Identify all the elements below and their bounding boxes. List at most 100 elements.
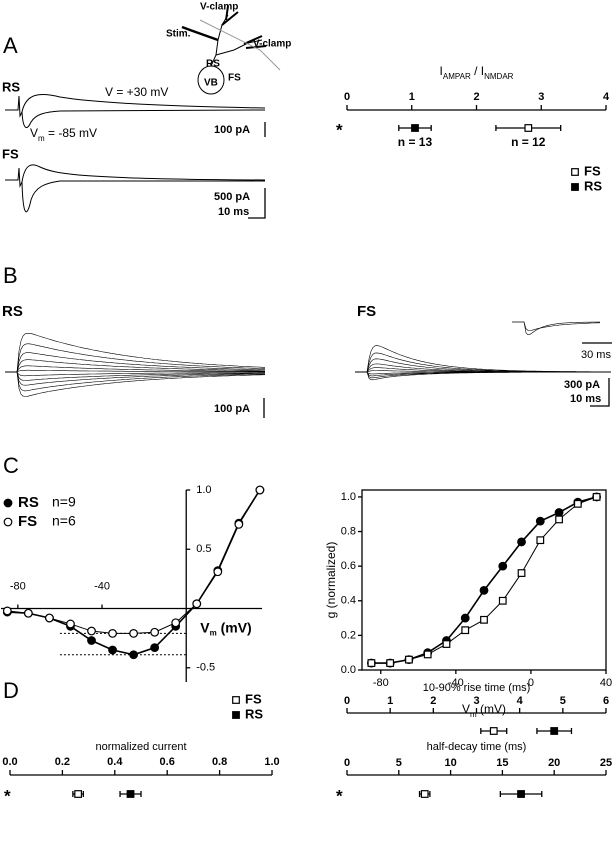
axis-title: half-decay time (ms) — [427, 741, 527, 753]
trace — [5, 365, 265, 373]
series-line — [7, 489, 261, 634]
scale-label: 10 ms — [570, 393, 601, 405]
marker — [536, 536, 545, 545]
marker — [3, 517, 13, 527]
y-axis-label: g (normalized) — [324, 542, 338, 619]
axis-title-part: I — [481, 64, 484, 78]
holding-label: Vm = -85 mV — [30, 126, 97, 142]
x-tick-label: 2 — [430, 695, 436, 707]
x-axis-label-part: m — [470, 710, 477, 719]
axis-title-part: AMPAR — [443, 72, 471, 81]
marker — [108, 645, 117, 655]
x-axis-label-part: V — [462, 702, 470, 716]
x-tick-label: -80 — [373, 677, 389, 689]
marker — [550, 727, 559, 735]
x-tick-label: 4 — [603, 91, 610, 103]
legend-label: FS — [584, 163, 601, 178]
scale-label: 30 ms — [581, 349, 611, 361]
x-tick-label: 4 — [517, 695, 524, 707]
holding-label-part: V — [30, 126, 38, 140]
marker — [573, 499, 582, 508]
axis-title: 10-90% rise time (ms) — [423, 682, 531, 694]
trace — [355, 371, 611, 381]
trace — [5, 359, 265, 373]
axis-title-part: I — [440, 64, 443, 78]
marker — [571, 168, 579, 176]
marker — [423, 650, 432, 659]
marker — [150, 627, 160, 637]
marker — [480, 615, 488, 624]
marker — [386, 659, 395, 667]
n-label: n = 12 — [511, 135, 546, 149]
schematic — [181, 5, 281, 95]
holding-label-part: = -85 mV — [45, 126, 97, 140]
y-tick-label: 1.0 — [196, 484, 211, 496]
marker — [524, 124, 533, 132]
x-axis-label-part: V — [200, 619, 210, 635]
y-tick-label: 0.5 — [196, 543, 211, 555]
marker — [592, 493, 601, 501]
marker — [66, 619, 75, 629]
trace — [5, 371, 266, 381]
marker — [232, 711, 240, 719]
marker — [87, 626, 96, 636]
panel-label: D — [3, 678, 19, 703]
marker — [498, 596, 507, 605]
schematic-label: V-clamp — [200, 2, 238, 13]
y-tick-label: 0.2 — [341, 629, 356, 641]
marker — [192, 599, 202, 609]
y-tick-label: 0.6 — [341, 560, 356, 572]
axis-title: IAMPAR / INMDAR — [440, 64, 514, 80]
y-tick-label: 0.4 — [341, 595, 356, 607]
marker — [129, 650, 139, 660]
x-tick-label: 0.6 — [160, 756, 175, 768]
x-axis-label-part: (mV) — [217, 619, 252, 635]
marker — [213, 567, 223, 577]
marker — [3, 498, 13, 508]
x-tick-label: 2 — [473, 91, 479, 103]
frame — [361, 489, 607, 671]
x-axis-label-part: m — [210, 628, 217, 637]
x-tick-label: 0 — [344, 695, 350, 707]
x-tick-label: 5 — [396, 757, 402, 769]
marker — [108, 629, 117, 638]
x-tick-label: 3 — [473, 695, 479, 707]
x-tick-label: 6 — [603, 695, 609, 707]
x-tick-label: 25 — [600, 757, 612, 769]
scale-label: 100 pA — [214, 124, 250, 136]
x-tick-label: 3 — [538, 91, 544, 103]
x-tick-label: 0.2 — [55, 756, 70, 768]
marker — [129, 629, 139, 638]
trace — [5, 369, 265, 373]
x-tick-label: -40 — [448, 677, 464, 689]
x-tick-label: 0 — [344, 757, 350, 769]
marker — [442, 640, 451, 648]
marker — [460, 613, 470, 623]
x-tick-label: -80 — [10, 580, 26, 592]
x-axis-label-part: (mV) — [477, 702, 506, 716]
legend-label: RS — [18, 494, 39, 511]
marker — [255, 485, 265, 495]
cell-label: RS — [2, 79, 20, 94]
marker — [23, 608, 33, 618]
legend-label: RS — [245, 706, 263, 721]
marker — [554, 508, 564, 517]
scale-bar — [248, 188, 266, 219]
marker — [517, 569, 526, 577]
marker — [87, 636, 96, 645]
trace — [5, 333, 266, 373]
marker — [405, 655, 413, 664]
panel-label: B — [3, 263, 18, 288]
marker — [517, 537, 526, 547]
x-tick-label: 1.0 — [264, 756, 279, 768]
traces — [5, 94, 266, 213]
legend-label: FS — [245, 691, 262, 706]
axis-title-part: NMDAR — [484, 72, 514, 81]
holding-label: V = +30 mV — [105, 85, 168, 99]
marker — [498, 561, 508, 571]
marker — [45, 613, 54, 623]
trace — [5, 371, 265, 377]
scale-label: 10 ms — [218, 206, 249, 218]
schematic-label: V-clamp — [253, 39, 291, 50]
